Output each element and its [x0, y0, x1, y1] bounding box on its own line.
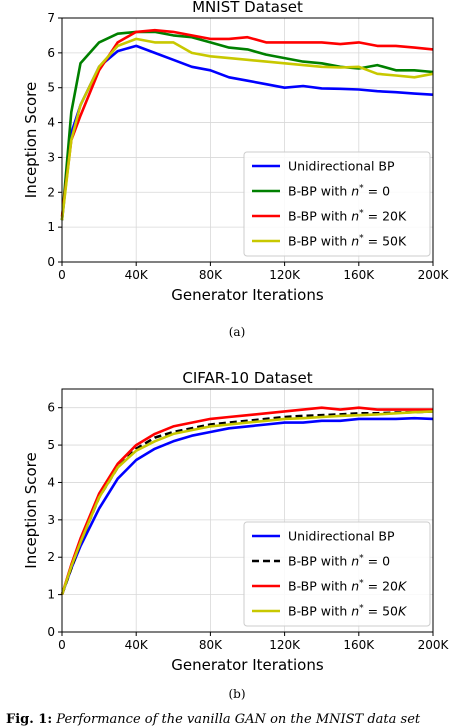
cifar-series-line-2	[60, 406, 433, 595]
mnist-legend-label-2: B-BP with n* = 20K	[288, 209, 407, 224]
mnist-ytick-label-7: 7	[47, 11, 55, 25]
mnist-ytick-label-5: 5	[47, 81, 55, 95]
mnist-xtick-label-0: 0	[58, 268, 66, 282]
mnist-ytick-label-6: 6	[47, 46, 55, 60]
cifar-ytick-label-4: 4	[47, 475, 55, 489]
cifar-xtick-label-2: 80K	[199, 638, 223, 652]
cifar-chart: 0 40K 80K 120K 160K 200K 0 1 2 3 4 5 6 CIFAR-10 Datas…	[22, 369, 450, 674]
cifar-xtick-label-3: 120K	[269, 638, 301, 652]
cifar-xtick-label-1: 40K	[125, 638, 149, 652]
mnist-x-axis-label: Generator Iterations	[171, 286, 324, 304]
mnist-y-axis-label: Inception Score	[22, 82, 40, 198]
cifar-ytick-label-5: 5	[47, 438, 55, 452]
subfigure-caption-a: (a)	[228, 325, 246, 339]
cifar-legend-label-2: B-BP with n* = 20K	[288, 579, 408, 594]
cifar-ytick-label-3: 3	[47, 513, 55, 527]
mnist-ytick-label-0: 0	[47, 255, 55, 269]
cifar-chart-title: CIFAR-10 Dataset	[182, 369, 312, 387]
cifar-ytick-label-2: 2	[47, 550, 55, 564]
mnist-ytick-label-2: 2	[47, 185, 55, 199]
mnist-chart-title: MNIST Dataset	[192, 0, 303, 16]
mnist-chart: 0 40K 80K 120K 160K 200K 0 1 2 3 4 5 6 7 MNIST Dataset…	[22, 0, 450, 304]
cifar-series-line-0	[60, 416, 434, 596]
mnist-ytick-label-1: 1	[47, 220, 55, 234]
mnist-xtick-label-1: 40K	[125, 268, 149, 282]
cifar-series-line-3	[60, 410, 434, 596]
mnist-xtick-label-5: 200K	[418, 268, 450, 282]
cifar-x-axis-label: Generator Iterations	[171, 656, 324, 674]
mnist-series-line-1	[60, 30, 434, 221]
mnist-legend-label-1: B-BP with n* = 0	[288, 184, 390, 199]
mnist-xtick-label-3: 120K	[269, 268, 301, 282]
cifar-legend-label-3: B-BP with n* = 50K	[288, 604, 408, 619]
mnist-xtick-label-2: 80K	[199, 268, 223, 282]
figure-label: Fig. 1:	[6, 712, 53, 727]
mnist-series-line-3	[60, 37, 434, 221]
mnist-xtick-label-4: 160K	[343, 268, 375, 282]
cifar-xtick-label-5: 200K	[418, 638, 450, 652]
cifar-xtick-label-0: 0	[58, 638, 66, 652]
cifar-ytick-label-0: 0	[47, 625, 55, 639]
mnist-legend-label-0: Unidirectional BP	[288, 159, 395, 174]
cifar-ytick-label-1: 1	[47, 588, 55, 602]
cifar-xtick-label-4: 160K	[343, 638, 375, 652]
cifar-legend-label-1: B-BP with n* = 0	[288, 554, 390, 569]
cifar-y-axis-label: Inception Score	[22, 452, 40, 568]
mnist-series-line-0	[60, 44, 434, 221]
cifar-ytick-label-6: 6	[47, 401, 55, 415]
mnist-legend-label-3: B-BP with n* = 50K	[288, 234, 407, 249]
figure-caption-text: Performance of the vanilla GAN on the MN…	[52, 712, 421, 727]
subfigure-caption-b: (b)	[228, 687, 246, 701]
mnist-legend-box	[243, 151, 431, 257]
cifar-plot-frame	[61, 388, 434, 633]
mnist-plot-frame	[61, 17, 434, 263]
figure-caption: Fig. 1: Performance of the vanilla GAN o…	[6, 712, 474, 727]
mnist-ytick-label-4: 4	[47, 116, 55, 130]
cifar-legend-label-0: Unidirectional BP	[288, 529, 395, 544]
cifar-legend-box	[243, 521, 431, 627]
mnist-ytick-label-3: 3	[47, 150, 55, 164]
